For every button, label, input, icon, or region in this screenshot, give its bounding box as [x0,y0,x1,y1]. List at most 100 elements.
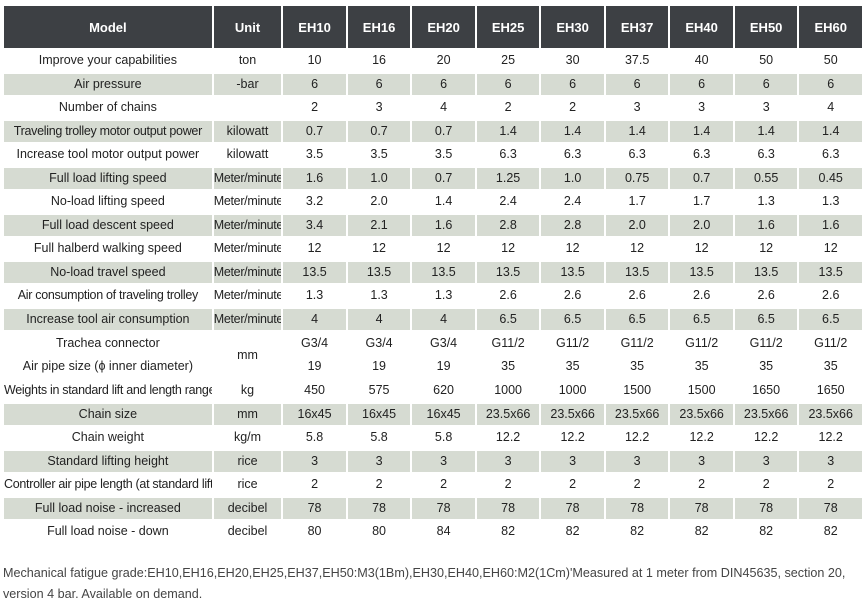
cell: 1000 [541,380,604,402]
cell: G3/4 19 [347,332,411,378]
row-unit: Meter/minute [213,261,282,283]
cell: 12.2 [734,427,798,449]
row-unit: Meter/minute [213,191,282,213]
cell: 10 [283,50,346,72]
cell: 6.3 [541,144,604,166]
cell: 0.7 [670,167,733,189]
cell: 3 [670,97,733,119]
cell: G3/4 19 [283,332,346,378]
cell: 3 [799,450,862,472]
cell: G11/2 35 [541,332,604,378]
cell: 6.3 [799,144,862,166]
cell: 13.5 [541,261,604,283]
cell: 12.2 [541,427,604,449]
cell: 3 [347,450,411,472]
cell: 2 [283,97,346,119]
row-unit: Meter/minute [213,167,282,189]
cell: 3 [605,450,669,472]
cell: 23.5x66 [605,403,669,425]
cell: 3 [541,450,604,472]
cell: 12 [541,238,604,260]
cell: 1.0 [347,167,411,189]
cell: 1.3 [799,191,862,213]
footnote: Mechanical fatigue grade:EH10,EH16,EH20,… [3,566,846,601]
cell: 6.3 [670,144,733,166]
row-label: No-load lifting speed [4,191,212,213]
cell: 1.3 [347,285,411,307]
header-row: Model Unit EH10 EH16 EH20 EH25 EH30 EH37… [4,6,862,48]
row-unit: Meter/minute [213,238,282,260]
cell: G11/2 35 [670,332,733,378]
cell: 78 [734,497,798,519]
cell: 50 [734,50,798,72]
cell: 12 [347,238,411,260]
row-unit: Meter/minute [213,214,282,236]
cell: 1000 [476,380,540,402]
row-label: Chain size [4,403,212,425]
cell: 84 [412,521,475,543]
row-label: Increase tool air consumption [4,308,212,330]
cell: G11/2 35 [605,332,669,378]
header-model-eh60: EH60 [799,6,862,48]
header-model-eh20: EH20 [412,6,475,48]
header-model-eh50: EH50 [734,6,798,48]
row-label: Air consumption of traveling trolley [4,285,212,307]
cell: 4 [283,308,346,330]
cell: 23.5x66 [670,403,733,425]
cell: 16x45 [412,403,475,425]
cell: 1.4 [605,120,669,142]
cell: 6.5 [734,308,798,330]
cell: 2.1 [347,214,411,236]
row-unit: -bar [213,73,282,95]
row-label: Full load noise - down [4,521,212,543]
cell: 3.4 [283,214,346,236]
header-model-eh30: EH30 [541,6,604,48]
cell: 78 [412,497,475,519]
cell: 82 [734,521,798,543]
cell: 82 [670,521,733,543]
cell: 2.6 [799,285,862,307]
cell: 2 [799,474,862,496]
table-row: No-load lifting speed Meter/minute 3.2 2… [4,191,862,213]
row-label: Weights in standard lift and length rang… [4,380,212,402]
table-row: Full load noise - increased decibel 78 7… [4,497,862,519]
table-row: Full load descent speed Meter/minute 3.4… [4,214,862,236]
table-row: Full load lifting speed Meter/minute 1.6… [4,167,862,189]
cell: 0.55 [734,167,798,189]
cell: 23.5x66 [799,403,862,425]
cell: 3.5 [412,144,475,166]
cell: 16x45 [283,403,346,425]
cell: 12.2 [670,427,733,449]
cell: 78 [347,497,411,519]
header-model: Model [4,6,212,48]
header-model-eh37: EH37 [605,6,669,48]
table-row: Increase tool motor output power kilowat… [4,144,862,166]
cell: 1.6 [412,214,475,236]
row-unit: kg/m [213,427,282,449]
row-label: Full load descent speed [4,214,212,236]
cell: 0.7 [412,167,475,189]
cell: 3 [283,450,346,472]
cell: 6 [799,73,862,95]
cell: 4 [347,308,411,330]
cell: 78 [476,497,540,519]
spec-table: Model Unit EH10 EH16 EH20 EH25 EH30 EH37… [2,4,864,545]
cell: 12 [734,238,798,260]
cell: 6 [412,73,475,95]
cell: 13.5 [476,261,540,283]
cell: 2.8 [541,214,604,236]
row-unit: Meter/minute [213,308,282,330]
row-unit: ton [213,50,282,72]
row-label: Trachea connector Air pipe size (ϕ inner… [4,332,212,378]
cell: 1.4 [541,120,604,142]
header-model-eh25: EH25 [476,6,540,48]
cell: 12.2 [799,427,862,449]
cell: 6.3 [476,144,540,166]
cell: 6 [283,73,346,95]
cell: 78 [799,497,862,519]
cell: 0.75 [605,167,669,189]
row-label: Standard lifting height [4,450,212,472]
cell: 2 [476,474,540,496]
table-row: Weights in standard lift and length rang… [4,380,862,402]
cell: 2.4 [541,191,604,213]
